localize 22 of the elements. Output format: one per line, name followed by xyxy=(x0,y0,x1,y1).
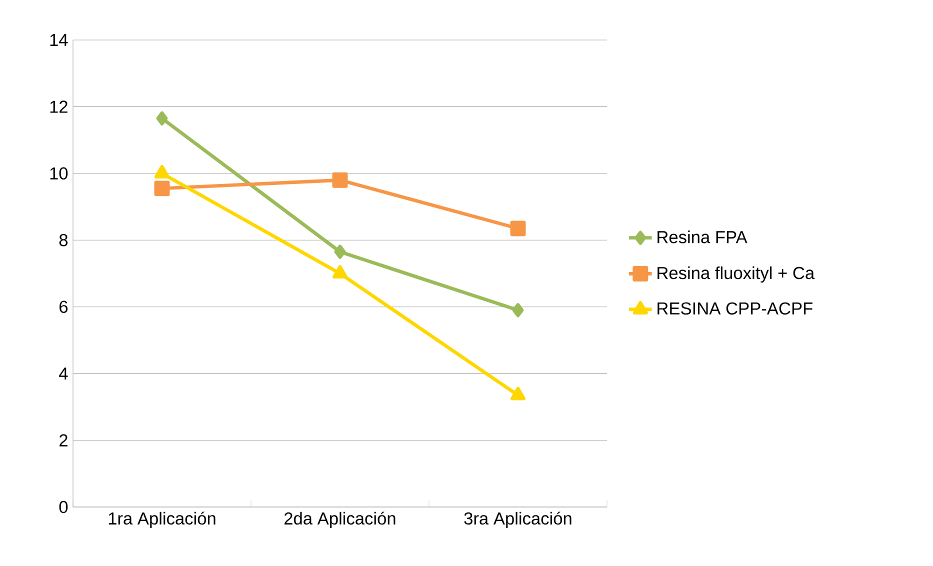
legend-label: Resina fluoxityl + Ca xyxy=(658,266,815,283)
point xyxy=(512,303,524,318)
y-tick-label: 12 xyxy=(50,100,68,113)
x-tick-label: 3ra Aplicación xyxy=(464,512,572,528)
point xyxy=(332,172,348,188)
y-tick-label: 14 xyxy=(50,34,68,46)
point xyxy=(510,386,526,400)
point xyxy=(332,265,348,279)
y-tick-label: 6 xyxy=(60,300,68,313)
legend-label: Resina FPA xyxy=(658,230,748,244)
y-tick-label: 2 xyxy=(60,434,68,446)
point xyxy=(154,180,170,196)
legend-label: RESINA CPP-ACPF xyxy=(658,302,812,315)
x-tick-label: 1ra Aplicación xyxy=(108,512,216,528)
y-tick-label: 8 xyxy=(59,234,68,246)
y-tick-label: 0 xyxy=(59,500,68,514)
x-tick-label: 2da Aplicación xyxy=(284,512,396,528)
point xyxy=(510,220,526,236)
point xyxy=(334,244,346,259)
y-tick-label: 4 xyxy=(59,368,68,380)
point xyxy=(156,111,168,126)
y-tick-label: 10 xyxy=(50,167,68,180)
